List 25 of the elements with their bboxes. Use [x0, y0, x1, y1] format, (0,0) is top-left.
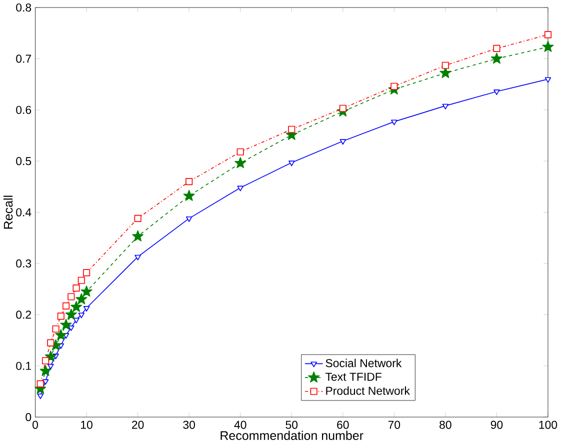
y-axis-title: Recall — [3, 196, 13, 228]
y-tick-label: 0.3 — [16, 259, 32, 268]
x-tick-label: 70 — [388, 420, 400, 429]
y-tick-label: 0.4 — [16, 208, 32, 216]
x-tick-label: 90 — [490, 420, 503, 429]
y-tick-label: 0.1 — [16, 362, 32, 370]
y-tick-label: 0.7 — [16, 54, 32, 63]
y-tick-label: 0.8 — [16, 3, 32, 12]
x-tick-label: 30 — [183, 420, 195, 429]
legend-label: Social Network — [326, 358, 402, 367]
legend-label: Product Network — [326, 386, 410, 395]
x-tick-label: 0 — [32, 420, 38, 429]
x-axis-title: Recommendation number — [220, 430, 364, 440]
x-tick-label: 60 — [337, 420, 349, 429]
y-tick-label: 0 — [26, 412, 32, 421]
y-tick-label: 0.5 — [16, 156, 32, 165]
legend-label: Text TFIDF — [325, 372, 382, 381]
x-tick-label: 50 — [286, 420, 298, 429]
x-tick-label: 80 — [440, 420, 452, 429]
y-tick-label: 0.6 — [16, 106, 32, 114]
x-tick-label: 10 — [81, 420, 92, 429]
y-tick-label: 0.2 — [16, 310, 32, 319]
x-tick-label: 100 — [539, 420, 558, 429]
x-tick-label: 20 — [132, 420, 144, 429]
x-tick-label: 40 — [234, 420, 246, 429]
